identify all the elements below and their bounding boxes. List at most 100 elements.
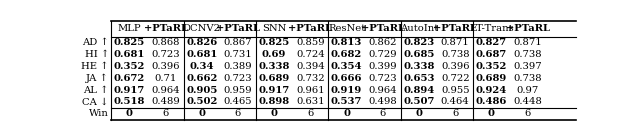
Text: 0: 0	[488, 109, 495, 118]
Text: 0.631: 0.631	[296, 98, 324, 106]
Text: 0.917: 0.917	[259, 86, 290, 95]
Text: 0.731: 0.731	[223, 50, 252, 59]
Text: 0.868: 0.868	[151, 38, 180, 47]
Text: ResNet: ResNet	[328, 24, 365, 33]
Text: 0.489: 0.489	[151, 98, 180, 106]
Text: 0: 0	[271, 109, 278, 118]
Text: 0.867: 0.867	[224, 38, 252, 47]
Text: 6: 6	[452, 109, 458, 118]
Text: 0.813: 0.813	[331, 38, 362, 47]
Text: HI ↑: HI ↑	[84, 50, 109, 59]
Text: 0.687: 0.687	[476, 50, 507, 59]
Text: 0.681: 0.681	[186, 50, 218, 59]
Text: DCNV2: DCNV2	[183, 24, 221, 33]
Text: 6: 6	[235, 109, 241, 118]
Text: 0.862: 0.862	[369, 38, 397, 47]
Text: AD ↑: AD ↑	[82, 38, 109, 47]
Text: AL ↑: AL ↑	[83, 86, 109, 95]
Text: 6: 6	[163, 109, 169, 118]
Text: 0.905: 0.905	[186, 86, 218, 95]
Text: 0.723: 0.723	[369, 74, 397, 83]
Text: 0.465: 0.465	[223, 98, 252, 106]
Text: 0.827: 0.827	[476, 38, 507, 47]
Text: 0.738: 0.738	[513, 74, 542, 83]
Text: +PTaRL: +PTaRL	[143, 24, 188, 33]
Text: 0.898: 0.898	[259, 98, 290, 106]
Text: 0.738: 0.738	[513, 50, 542, 59]
Text: HE ↑: HE ↑	[81, 62, 109, 71]
Text: 0.961: 0.961	[296, 86, 324, 95]
Text: 0.399: 0.399	[369, 62, 397, 71]
Text: 0.396: 0.396	[151, 62, 180, 71]
Text: 0.97: 0.97	[516, 86, 539, 95]
Text: 0.964: 0.964	[151, 86, 180, 95]
Text: 0.917: 0.917	[114, 86, 145, 95]
Text: 0.685: 0.685	[403, 50, 435, 59]
Text: 0.723: 0.723	[151, 50, 180, 59]
Text: 0.955: 0.955	[441, 86, 470, 95]
Text: FT-Trans: FT-Trans	[469, 24, 514, 33]
Text: 0.666: 0.666	[331, 74, 362, 83]
Text: 0.825: 0.825	[259, 38, 290, 47]
Text: 0.507: 0.507	[403, 98, 435, 106]
Text: 0.352: 0.352	[114, 62, 145, 71]
Text: 0.338: 0.338	[403, 62, 435, 71]
Text: AutoInt: AutoInt	[400, 24, 438, 33]
Text: 6: 6	[380, 109, 386, 118]
Text: 6: 6	[525, 109, 531, 118]
Text: SNN: SNN	[262, 24, 286, 33]
Text: JA ↑: JA ↑	[86, 74, 109, 83]
Text: 0.919: 0.919	[331, 86, 362, 95]
Text: 0.871: 0.871	[513, 38, 542, 47]
Text: 0: 0	[198, 109, 205, 118]
Text: 0: 0	[343, 109, 350, 118]
Text: 0.34: 0.34	[189, 62, 214, 71]
Text: 0.662: 0.662	[186, 74, 218, 83]
Text: +PTaRL: +PTaRL	[433, 24, 477, 33]
Text: 0.689: 0.689	[259, 74, 290, 83]
Text: 0.397: 0.397	[513, 62, 542, 71]
Text: 0.396: 0.396	[441, 62, 470, 71]
Text: 0.924: 0.924	[476, 86, 507, 95]
Text: 0.825: 0.825	[114, 38, 145, 47]
Text: 0.724: 0.724	[296, 50, 324, 59]
Text: 0.722: 0.722	[441, 74, 470, 83]
Text: +PTaRL: +PTaRL	[361, 24, 405, 33]
Text: +PTaRL: +PTaRL	[289, 24, 332, 33]
Text: 0.464: 0.464	[441, 98, 470, 106]
Text: 0.729: 0.729	[369, 50, 397, 59]
Text: 0.486: 0.486	[476, 98, 507, 106]
Text: 0: 0	[126, 109, 133, 118]
Text: 0.502: 0.502	[186, 98, 218, 106]
Text: 0.859: 0.859	[296, 38, 324, 47]
Text: 0.959: 0.959	[223, 86, 252, 95]
Text: 0.732: 0.732	[296, 74, 324, 83]
Text: 0.71: 0.71	[154, 74, 177, 83]
Text: 0.823: 0.823	[403, 38, 435, 47]
Text: Win: Win	[89, 109, 109, 118]
Text: 0.354: 0.354	[331, 62, 362, 71]
Text: 0.338: 0.338	[259, 62, 290, 71]
Text: 0.537: 0.537	[331, 98, 362, 106]
Text: 0.352: 0.352	[476, 62, 507, 71]
Text: 0.394: 0.394	[296, 62, 324, 71]
Text: 0.653: 0.653	[403, 74, 435, 83]
Text: 0.672: 0.672	[114, 74, 145, 83]
Text: 0.723: 0.723	[223, 74, 252, 83]
Text: 0.826: 0.826	[186, 38, 218, 47]
Text: 0.964: 0.964	[369, 86, 397, 95]
Text: 0.689: 0.689	[476, 74, 507, 83]
Text: 0.894: 0.894	[403, 86, 435, 95]
Text: 6: 6	[307, 109, 314, 118]
Text: 0.518: 0.518	[114, 98, 145, 106]
Text: +PTaRL: +PTaRL	[216, 24, 260, 33]
Text: 0.389: 0.389	[223, 62, 252, 71]
Text: +PTaRL: +PTaRL	[506, 24, 550, 33]
Text: 0.871: 0.871	[441, 38, 470, 47]
Text: 0.738: 0.738	[441, 50, 470, 59]
Text: 0.681: 0.681	[114, 50, 145, 59]
Text: 0.682: 0.682	[331, 50, 362, 59]
Text: 0.448: 0.448	[513, 98, 542, 106]
Text: CA ↓: CA ↓	[83, 98, 109, 106]
Text: 0.69: 0.69	[262, 50, 286, 59]
